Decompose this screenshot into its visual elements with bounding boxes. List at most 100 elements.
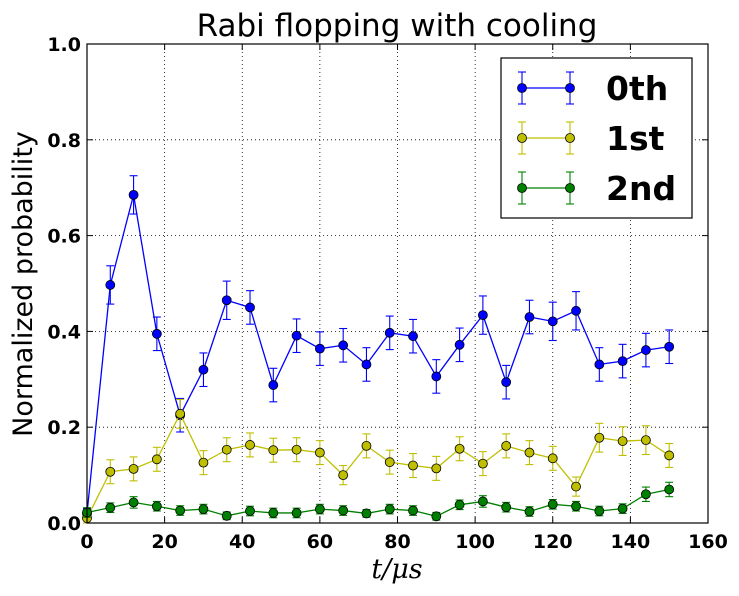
data-point (245, 506, 255, 516)
legend-item-1st: 1st (517, 119, 665, 158)
data-point (291, 508, 302, 518)
data-point (477, 458, 488, 469)
x-tick-label: 80 (384, 531, 410, 553)
data-point (105, 280, 116, 290)
data-point (664, 484, 675, 495)
chart-title: Rabi flopping with cooling (197, 8, 598, 44)
data-point (477, 496, 488, 507)
y-tick-label: 0.0 (47, 513, 81, 535)
data-point (361, 508, 372, 519)
data-point (151, 501, 162, 512)
data-point (175, 408, 186, 419)
data-point (571, 481, 581, 492)
data-point (338, 340, 349, 351)
data-point (617, 356, 628, 366)
data-point (128, 189, 139, 200)
data-point (361, 359, 372, 370)
data-point (175, 505, 186, 516)
data-point (524, 447, 535, 458)
data-point (314, 447, 325, 458)
data-point (571, 501, 581, 512)
data-point (594, 506, 605, 516)
data-point (594, 359, 605, 370)
legend-label: 2nd (606, 169, 676, 208)
data-point (338, 505, 349, 516)
data-point (501, 440, 512, 451)
data-point (221, 444, 232, 455)
data-point (664, 450, 675, 461)
data-point (617, 436, 628, 446)
data-point (384, 327, 395, 338)
x-tick-label: 0 (80, 531, 93, 553)
data-point (245, 440, 255, 450)
data-point (384, 504, 395, 515)
y-axis-label: Normalized probability (8, 131, 39, 437)
x-axis-label: t/μs (371, 554, 422, 585)
legend-marker (565, 183, 575, 193)
series-line (86, 412, 670, 519)
data-point (198, 504, 209, 515)
y-tick-label: 1.0 (47, 34, 81, 56)
data-point (384, 457, 395, 468)
legend-marker (565, 133, 575, 143)
data-point (664, 341, 675, 352)
data-point (291, 330, 302, 341)
x-tick-label: 120 (533, 531, 573, 553)
data-point (128, 497, 139, 508)
data-point (431, 511, 442, 522)
axis-ticks: 0 20 40 60 80 100 120 140 160 0.0 0.2 0.4 0.6 0.8 1.0 (47, 34, 728, 553)
data-point (431, 463, 442, 474)
data-point (408, 331, 418, 342)
data-point (128, 463, 139, 474)
y-tick-label: 0.6 (47, 226, 81, 248)
data-point (105, 466, 116, 477)
data-point (454, 443, 465, 454)
data-point (268, 380, 279, 390)
data-point (641, 345, 651, 355)
x-tick-label: 140 (611, 531, 651, 553)
plot-frame (86, 43, 709, 524)
data-point (105, 502, 116, 513)
data-point (268, 445, 279, 456)
data-point (408, 460, 418, 471)
data-point (291, 444, 302, 455)
data-point (547, 453, 558, 464)
legend-item-2nd: 2nd (517, 169, 676, 208)
series-2nd (82, 481, 675, 522)
data-point (221, 295, 232, 306)
data-point (641, 435, 651, 446)
data-point (454, 499, 465, 510)
series-1st (82, 398, 675, 524)
data-point (641, 489, 651, 500)
data-point (198, 457, 209, 468)
data-point (338, 470, 349, 481)
data-point (408, 505, 418, 516)
legend: 0th 1st 2nd (500, 57, 693, 219)
legend-label: 1st (606, 119, 665, 158)
data-point (477, 310, 488, 321)
data-point (571, 305, 581, 316)
data-point (314, 504, 325, 515)
data-point (617, 503, 628, 514)
data-point (501, 502, 512, 513)
data-point (524, 506, 535, 517)
legend-marker (517, 183, 527, 193)
y-tick-label: 0.4 (47, 321, 81, 343)
x-tick-label: 20 (151, 531, 177, 553)
data-point (268, 508, 279, 518)
series-group (82, 175, 675, 524)
x-tick-label: 60 (307, 531, 333, 553)
x-tick-label: 40 (229, 531, 255, 553)
data-point (547, 499, 558, 510)
x-tick-label: 160 (688, 531, 728, 553)
x-tick-label: 100 (455, 531, 495, 553)
data-point (454, 339, 465, 350)
data-point (501, 377, 512, 388)
data-point (361, 440, 372, 451)
legend-marker (565, 83, 575, 93)
data-point (431, 371, 442, 382)
legend-marker (517, 83, 527, 93)
data-point (221, 510, 232, 521)
legend-marker (517, 133, 527, 143)
